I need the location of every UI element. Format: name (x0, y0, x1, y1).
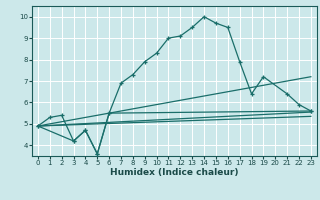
X-axis label: Humidex (Indice chaleur): Humidex (Indice chaleur) (110, 168, 239, 177)
